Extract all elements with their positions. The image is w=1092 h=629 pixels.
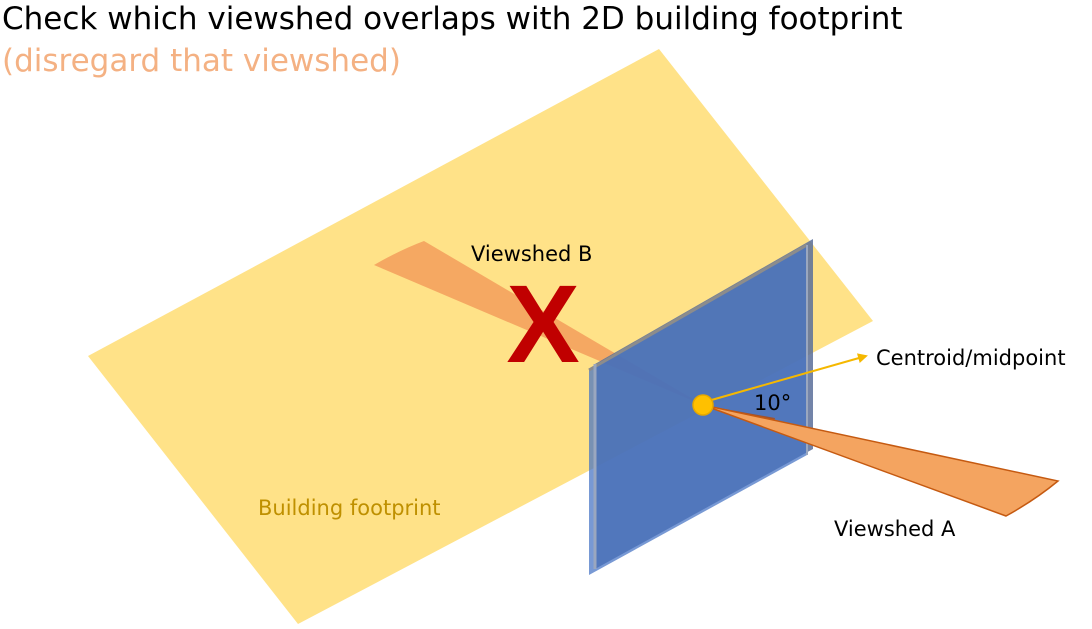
building-footprint — [88, 49, 873, 624]
angle-label: 10° — [754, 391, 791, 415]
viewshed-a-wedge — [702, 404, 1060, 517]
centroid-label: Centroid/midpoint — [876, 346, 1066, 370]
viewshed-b-label: Viewshed B — [471, 242, 592, 266]
centroid-arrow — [707, 353, 868, 402]
building-footprint-label: Building footprint — [258, 496, 441, 520]
title: Check which viewshed overlaps with 2D bu… — [2, 1, 903, 37]
cross-mark: X — [506, 263, 579, 386]
viewshed-a-label: Viewshed A — [834, 517, 956, 541]
wall-edge — [588, 243, 808, 372]
subtitle: (disregard that viewshed) — [2, 43, 401, 79]
centroid-marker — [692, 394, 714, 416]
